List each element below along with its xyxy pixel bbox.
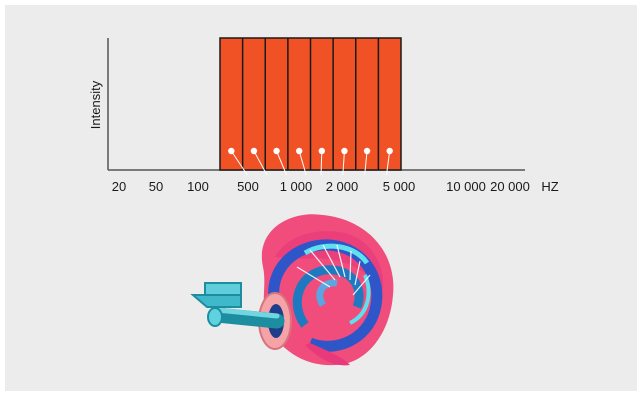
electrode-pointers [228, 147, 393, 176]
electrode-dot [318, 147, 326, 155]
nerve-fibre [352, 274, 371, 296]
electrode-dot [250, 147, 258, 155]
frequency-bands [219, 37, 402, 171]
electrode-dot [341, 147, 348, 155]
cochlea-lower-tail [305, 343, 350, 366]
nerve-fibre [354, 260, 361, 286]
electrode-pointer-line [385, 150, 391, 176]
figure-panel: Intensity 20 50 100 500 1 000 2 000 5 00… [5, 5, 637, 391]
electrode-pointer-line [364, 150, 368, 176]
nerve-fibre [296, 266, 331, 288]
electrode-pointer [318, 147, 326, 176]
electrode-pointer-line [320, 150, 323, 176]
electrode-pointer [363, 147, 371, 176]
electrode-dot [386, 147, 393, 155]
nerve-fibre [349, 250, 352, 281]
nerve-fibres [296, 244, 371, 296]
electrode-pointer [295, 147, 307, 176]
x-tick-labels: 20 50 100 500 1 000 2 000 5 000 10 000 2… [112, 179, 559, 194]
electrode-pointer [228, 147, 248, 176]
electrode-array-segment-side [349, 274, 371, 325]
x-tick-2000: 2 000 [326, 179, 359, 194]
electrode-pointer-line [342, 150, 345, 176]
electrode-dot [273, 147, 280, 155]
nerve-fibre [322, 244, 341, 278]
cochlea-spiral-outer [268, 239, 383, 352]
cochlea-with-electrode-array-icon [190, 214, 394, 366]
electrode-lead-connector-top [204, 282, 242, 296]
electrode-dot [363, 147, 371, 155]
x-tick-500: 500 [237, 179, 259, 194]
nerve-fibre [309, 249, 336, 281]
diagram-canvas: Intensity 20 50 100 500 1 000 2 000 5 00… [88, 37, 559, 366]
electrode-lead-connector [190, 294, 242, 308]
x-tick-10000: 10 000 [446, 179, 486, 194]
electrode-dot [295, 147, 303, 155]
electrode-pointer-line [253, 150, 268, 176]
electrode-pointer-line [276, 150, 288, 176]
electrode-pointer-line [230, 150, 248, 176]
x-tick-1000: 1 000 [280, 179, 313, 194]
electrode-pointer [341, 147, 348, 176]
electrode-lead-tube-highlight [214, 307, 280, 319]
x-tick-unit-hz: HZ [541, 179, 558, 194]
x-tick-5000: 5 000 [383, 179, 416, 194]
electrode-dot [228, 147, 235, 155]
nerve-fibre [336, 244, 346, 278]
y-axis-label: Intensity [88, 80, 103, 129]
electrode-pointer [385, 147, 393, 176]
electrode-pointer [273, 147, 288, 176]
electrode-lead-tube [209, 307, 285, 329]
x-tick-20: 20 [112, 179, 126, 194]
cochlea-spiral-inner [316, 279, 338, 307]
electrode-lead-end [207, 307, 223, 327]
electrode-pointer-line [298, 150, 307, 176]
x-tick-100: 100 [187, 179, 209, 194]
x-tick-20000: 20 000 [490, 179, 530, 194]
electrode-pointer [250, 147, 268, 176]
x-tick-50: 50 [149, 179, 163, 194]
